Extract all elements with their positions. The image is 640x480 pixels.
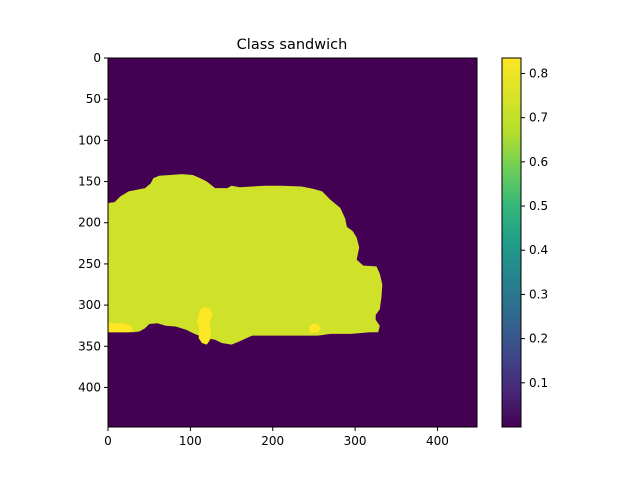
chart-title: Class sandwich: [237, 37, 348, 53]
colorbar-tick-label: 0.2: [529, 332, 548, 346]
x-tick-label: 0: [104, 434, 112, 448]
y-tick-label: 250: [78, 257, 101, 271]
heatmap-regions: [108, 174, 383, 345]
colorbar: [501, 57, 522, 428]
x-tick-label: 400: [426, 434, 449, 448]
y-tick-label: 300: [78, 298, 101, 312]
plot-frame: [107, 57, 478, 428]
y-tick-label: 400: [78, 380, 101, 394]
colorbar-tick-label: 0.8: [529, 66, 548, 80]
y-tick-label: 100: [78, 133, 101, 147]
colorbar-axis: 0.1 0.2 0.3 0.4 0.5 0.6 0.7 0.8: [521, 66, 548, 390]
colorbar-tick-label: 0.6: [529, 155, 548, 169]
colorbar-tick-label: 0.1: [529, 376, 548, 390]
colorbar-tick-label: 0.4: [529, 243, 548, 257]
y-tick-label: 350: [78, 339, 101, 353]
y-tick-label: 150: [78, 175, 101, 189]
x-tick-label: 300: [344, 434, 367, 448]
colorbar-tick-label: 0.7: [529, 111, 548, 125]
x-tick-label: 100: [179, 434, 202, 448]
y-tick-label: 0: [93, 51, 101, 65]
y-axis: 0 50 100 150 200 250 300 350 400: [78, 51, 108, 394]
yellow-region-left: [108, 323, 133, 333]
yellow-region-right: [309, 324, 321, 334]
y-tick-label: 200: [78, 216, 101, 230]
sandwich-region: [108, 174, 383, 345]
x-tick-label: 200: [261, 434, 284, 448]
y-tick-label: 50: [86, 92, 101, 106]
x-axis: 0 100 200 300 400: [104, 427, 449, 448]
yellow-region-center: [197, 306, 213, 345]
colorbar-tick-label: 0.5: [529, 199, 548, 213]
colorbar-tick-label: 0.3: [529, 287, 548, 301]
